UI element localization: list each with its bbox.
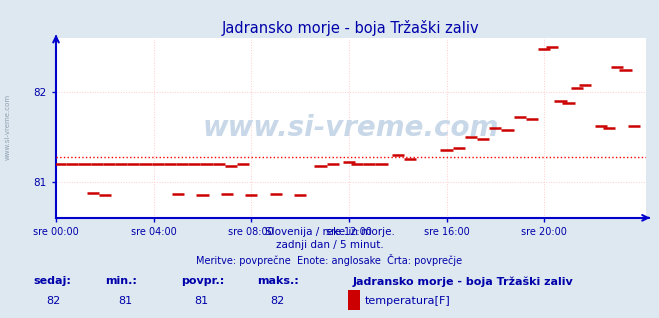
Text: 81: 81 bbox=[194, 295, 208, 306]
Text: www.si-vreme.com: www.si-vreme.com bbox=[203, 114, 499, 142]
Text: min.:: min.: bbox=[105, 276, 137, 287]
Text: sedaj:: sedaj: bbox=[33, 276, 71, 287]
Text: temperatura[F]: temperatura[F] bbox=[364, 295, 450, 306]
Text: 81: 81 bbox=[119, 295, 132, 306]
Text: Slovenija / reke in morje.: Slovenija / reke in morje. bbox=[264, 227, 395, 237]
Title: Jadransko morje - boja Tržaški zaliv: Jadransko morje - boja Tržaški zaliv bbox=[222, 20, 480, 36]
Text: povpr.:: povpr.: bbox=[181, 276, 225, 287]
Text: www.si-vreme.com: www.si-vreme.com bbox=[5, 94, 11, 160]
Text: 82: 82 bbox=[270, 295, 285, 306]
Text: Jadransko morje - boja Tržaški zaliv: Jadransko morje - boja Tržaški zaliv bbox=[353, 276, 573, 287]
Text: Meritve: povprečne  Enote: anglosake  Črta: povprečje: Meritve: povprečne Enote: anglosake Črta… bbox=[196, 254, 463, 266]
Text: 82: 82 bbox=[46, 295, 61, 306]
Text: zadnji dan / 5 minut.: zadnji dan / 5 minut. bbox=[275, 240, 384, 250]
Text: maks.:: maks.: bbox=[257, 276, 299, 287]
